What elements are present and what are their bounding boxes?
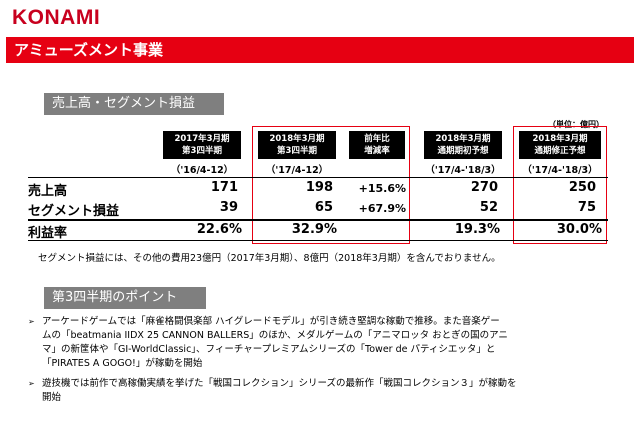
row-label-segment-profit: セグメント損益 <box>28 204 120 219</box>
row-label-margin: 利益率 <box>28 226 68 241</box>
cell-sales-fy17-q3: 171 <box>210 180 238 195</box>
cell-profit-revised-forecast: 75 <box>577 200 596 215</box>
col-header-yoy: 前年比 増減率 <box>349 131 405 159</box>
col-header-initial-forecast: 2018年3月期 通期期初予想 <box>424 131 502 159</box>
cell-margin-fy17-q3: 22.6% <box>196 222 242 237</box>
period-initial-forecast: （'17/4-'18/3） <box>425 165 501 176</box>
cell-sales-revised-forecast: 250 <box>568 180 596 195</box>
highlight-box-q3 <box>252 126 410 244</box>
col-header-fy17-q3: 2017年3月期 第3四半期 <box>163 131 241 159</box>
col-header-fy18-q3: 2018年3月期 第3四半期 <box>258 131 336 159</box>
period-revised-forecast: （'17/4-'18/3） <box>522 165 598 176</box>
table-rule-middle <box>28 219 608 221</box>
period-fy17-q3: （'16/4-12） <box>170 165 234 176</box>
section-title-q3-points: 第3四半期のポイント <box>44 287 206 309</box>
cell-sales-yoy: +15.6% <box>358 182 406 195</box>
footnote: セグメント損益には、その他の費用23億円（2017年3月期）、8億円（2018年… <box>38 253 501 264</box>
cell-margin-fy18-q3: 32.9% <box>291 222 337 237</box>
bullet-arrow-icon: ➢ <box>28 317 35 326</box>
cell-sales-initial-forecast: 270 <box>470 180 498 195</box>
cell-sales-fy18-q3: 198 <box>305 180 333 195</box>
page-title: アミューズメント事業 <box>6 37 634 63</box>
bullet-pachislot: ➢ 遊技機では前作で高稼働実績を挙げた「戦国コレクション」シリーズの最新作「戦国コ… <box>28 378 517 403</box>
col-header-revised-forecast: 2018年3月期 通期修正予想 <box>519 131 601 159</box>
unit-label: （単位：億円） <box>548 120 604 129</box>
table-rule-top <box>28 177 608 178</box>
period-fy18-q3: （'17/4-12） <box>265 165 329 176</box>
row-label-sales: 売上高 <box>28 184 68 199</box>
konami-logo: KONAMI <box>12 6 101 29</box>
cell-profit-fy17-q3: 39 <box>219 200 238 215</box>
section-title-sales: 売上高・セグメント損益 <box>44 93 224 115</box>
cell-margin-revised-forecast: 30.0% <box>556 222 602 237</box>
cell-profit-fy18-q3: 65 <box>314 200 333 215</box>
cell-margin-initial-forecast: 19.3% <box>454 222 500 237</box>
highlight-box-revised <box>513 126 607 244</box>
bullet-arrow-icon: ➢ <box>28 379 35 388</box>
table-rule-bottom <box>28 240 608 241</box>
cell-profit-initial-forecast: 52 <box>479 200 498 215</box>
cell-profit-yoy: +67.9% <box>358 202 406 215</box>
bullet-arcade: ➢ アーケードゲームでは「麻雀格闘倶楽部 ハイグレードモデル」が引き続き堅調な稼動… <box>28 316 508 369</box>
